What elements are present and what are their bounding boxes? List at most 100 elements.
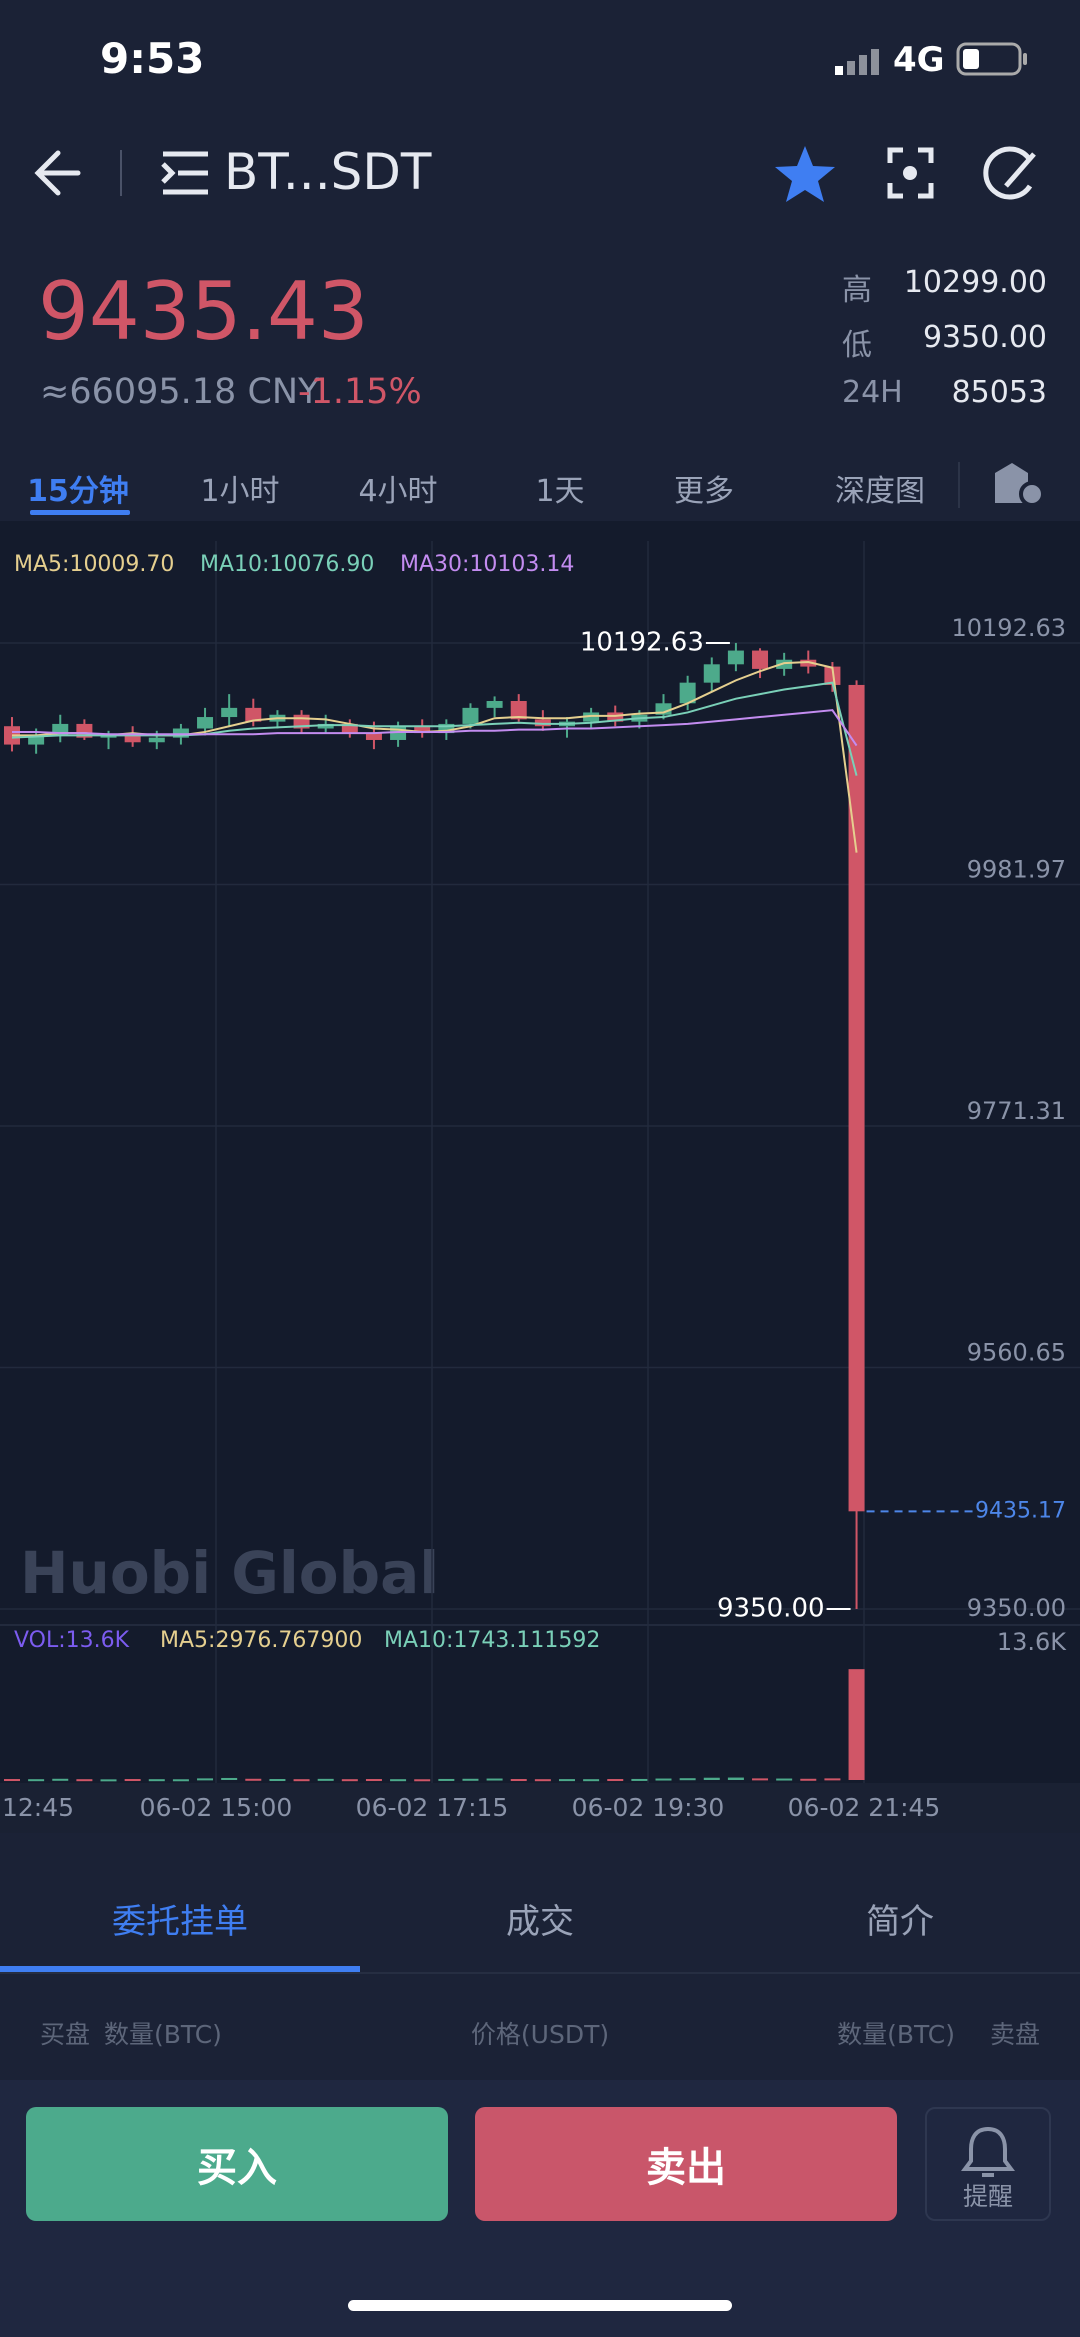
- volume-label: MA5:2976.767900: [160, 1628, 362, 1653]
- candle-body: [462, 707, 479, 724]
- stat-label: 24H: [842, 375, 903, 410]
- settings-icon[interactable]: [990, 458, 1050, 508]
- x-tick-label: 06-02 21:45: [788, 1793, 941, 1822]
- high-annotation: 10192.63: [580, 627, 704, 657]
- bottom-panel: [0, 1858, 1080, 1968]
- y-tick-label: 9350.00: [967, 1594, 1066, 1622]
- favorite-icon[interactable]: [775, 146, 835, 202]
- candle-body: [100, 735, 117, 738]
- candle-body: [679, 682, 696, 704]
- stat-value: 9350.00: [922, 320, 1047, 355]
- volume-bar: [52, 1778, 69, 1781]
- stat-label: 低: [842, 328, 872, 363]
- candle-body: [341, 723, 358, 734]
- volume-bar: [703, 1777, 720, 1780]
- volume-bar: [752, 1778, 769, 1781]
- kline-chart: Huobi Global 10192.63 9981.97 9771.31 9560.…: [0, 521, 1080, 1833]
- volume-label: VOL:13.6K: [14, 1628, 130, 1653]
- back-icon[interactable]: [34, 150, 81, 196]
- candle-body: [414, 726, 431, 734]
- ob-right: 卖盘: [989, 2020, 1040, 2049]
- buy-button[interactable]: 买入: [26, 2107, 448, 2221]
- candle-body: [727, 650, 744, 665]
- candle-body: [752, 650, 769, 669]
- order-tab[interactable]: 成交: [506, 1902, 574, 1942]
- volume-bar: [824, 1778, 841, 1781]
- volume-bar: [727, 1777, 744, 1780]
- volume-bar: [607, 1779, 624, 1782]
- volume-bar: [414, 1779, 431, 1782]
- interval-tab[interactable]: 1小时: [200, 474, 280, 509]
- volume-bar: [534, 1779, 551, 1782]
- network: 4G: [893, 40, 945, 80]
- volume-bar: [679, 1778, 696, 1781]
- y-tick-label: 9981.97: [967, 855, 1066, 883]
- volume-bar: [269, 1779, 286, 1782]
- ob-left: 买盘: [40, 2020, 91, 2049]
- alert-button[interactable]: 提醒: [925, 2107, 1051, 2221]
- volume-bar: [776, 1778, 793, 1781]
- battery: [956, 42, 1027, 76]
- interval-tab[interactable]: 15分钟: [27, 474, 129, 509]
- ob-right-qty: 数量(BTC): [837, 2020, 955, 2049]
- last-price-label: 9435.17: [975, 1498, 1066, 1523]
- volume-bar: [390, 1779, 407, 1782]
- interval-tab[interactable]: 更多: [674, 474, 734, 509]
- candle-body: [824, 666, 841, 685]
- candle-body: [197, 717, 214, 729]
- stat-value: 10299.00: [903, 265, 1047, 300]
- menu-icon[interactable]: [161, 151, 208, 195]
- candle-body: [52, 723, 69, 736]
- volume-bar: [197, 1778, 214, 1781]
- candle-body: [800, 659, 817, 667]
- volume-bar: [486, 1778, 503, 1781]
- candle-body: [221, 707, 238, 718]
- candle-body: [245, 707, 262, 722]
- last-price: 9435.43: [38, 265, 369, 358]
- volume-bar: [583, 1779, 600, 1782]
- volume-bar: [365, 1779, 382, 1782]
- status-time: 9:53: [100, 34, 205, 83]
- candle-body: [703, 664, 720, 683]
- order-tab[interactable]: 简介: [866, 1902, 934, 1942]
- volume-bar: [148, 1779, 165, 1782]
- chrome-icons: [34, 42, 1036, 202]
- volume-bar: [655, 1778, 672, 1781]
- signal: [835, 49, 879, 75]
- candle-body: [317, 723, 334, 729]
- candle-body: [510, 700, 527, 720]
- screenshot-icon[interactable]: [887, 147, 934, 199]
- pair-title: BT...SDT: [224, 143, 432, 201]
- sell-button[interactable]: 卖出: [475, 2107, 897, 2221]
- interval-tab[interactable]: 1天: [535, 474, 585, 509]
- candle-body: [583, 712, 600, 722]
- x-axis-band: [0, 1783, 1080, 1833]
- stat-label: 高: [842, 273, 872, 308]
- volume-bar: [510, 1779, 527, 1782]
- candle-body: [655, 703, 672, 715]
- share-icon[interactable]: [983, 146, 1036, 200]
- volume-bar: [28, 1779, 45, 1782]
- divider: [958, 462, 960, 508]
- ma-line: [12, 709, 858, 747]
- volume-bar: [462, 1778, 479, 1781]
- candle-body: [534, 719, 551, 727]
- candle-body: [848, 684, 865, 1512]
- home-indicator: [348, 2300, 732, 2311]
- ob-left-qty: 数量(BTC): [104, 2020, 222, 2049]
- volume-bar: [293, 1779, 310, 1782]
- interval-tab[interactable]: 4小时: [358, 474, 438, 509]
- volume-bar: [341, 1779, 358, 1782]
- interval-tab[interactable]: 深度图: [835, 474, 925, 509]
- candle-body: [172, 728, 189, 738]
- y-tick-label: 9560.65: [967, 1338, 1066, 1366]
- ma-label: MA5:10009.70: [14, 552, 174, 577]
- ma-label: MA30:10103.14: [400, 552, 574, 577]
- volume-tick-label: 13.6K: [997, 1628, 1067, 1656]
- order-tab[interactable]: 委托挂单: [112, 1902, 248, 1942]
- candle-body: [365, 733, 382, 740]
- x-tick-label: 06-02 15:00: [140, 1793, 293, 1822]
- candle-body: [438, 723, 455, 734]
- volume-bar: [4, 1779, 20, 1782]
